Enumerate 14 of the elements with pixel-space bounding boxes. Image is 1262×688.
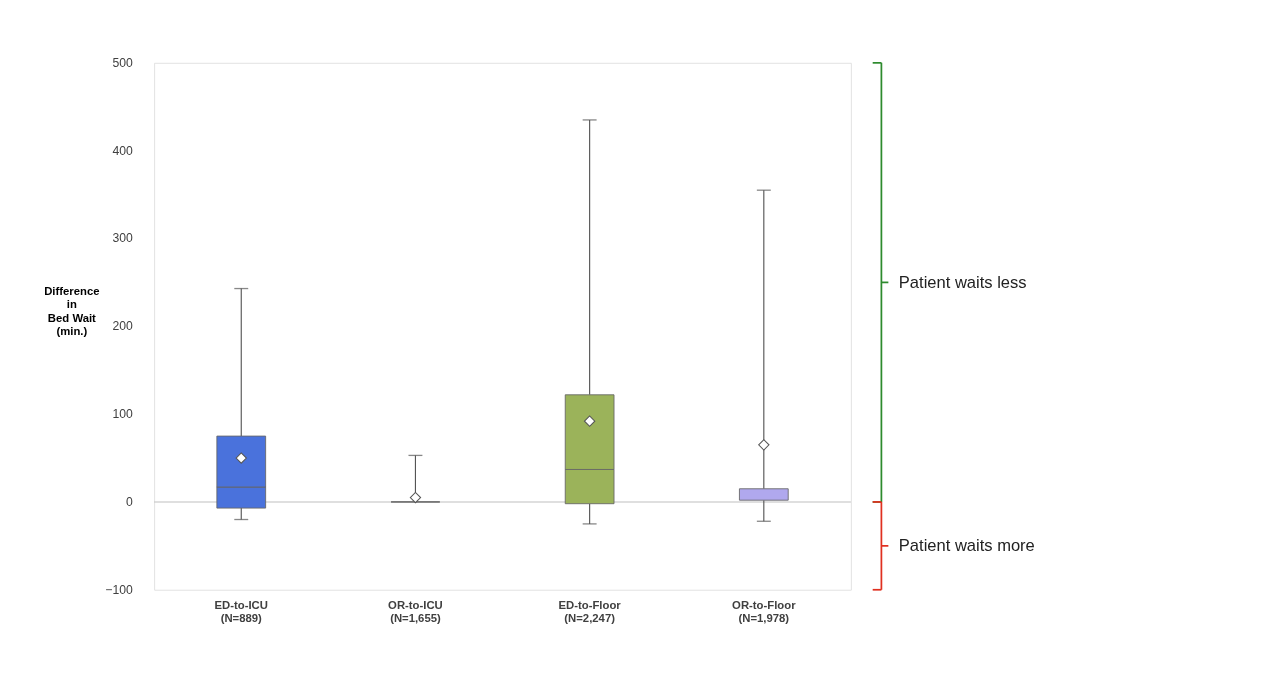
y-tick-label: 200 bbox=[112, 319, 134, 334]
text: Patient waits more bbox=[898, 536, 1035, 556]
x-tick-label: ED-to-ICU (N=889) bbox=[214, 599, 268, 625]
y-axis-title: Difference in Bed Wait (min.) bbox=[44, 285, 100, 337]
y-tick-label: 300 bbox=[112, 231, 134, 246]
y-tick-label: 100 bbox=[112, 407, 134, 422]
y-tick-label: 400 bbox=[112, 143, 134, 158]
x-tick-label: OR-to-Floor (N=1,978) bbox=[732, 599, 797, 625]
y-tick-label: 0 bbox=[126, 494, 134, 509]
x-tick-label: ED-to-Floor (N=2,247) bbox=[558, 599, 622, 625]
text: Patient waits less bbox=[898, 272, 1027, 292]
y-tick-label: −100 bbox=[105, 582, 134, 597]
y-tick-label: 500 bbox=[112, 55, 134, 70]
x-tick-label: OR-to-ICU (N=1,655) bbox=[388, 599, 443, 625]
